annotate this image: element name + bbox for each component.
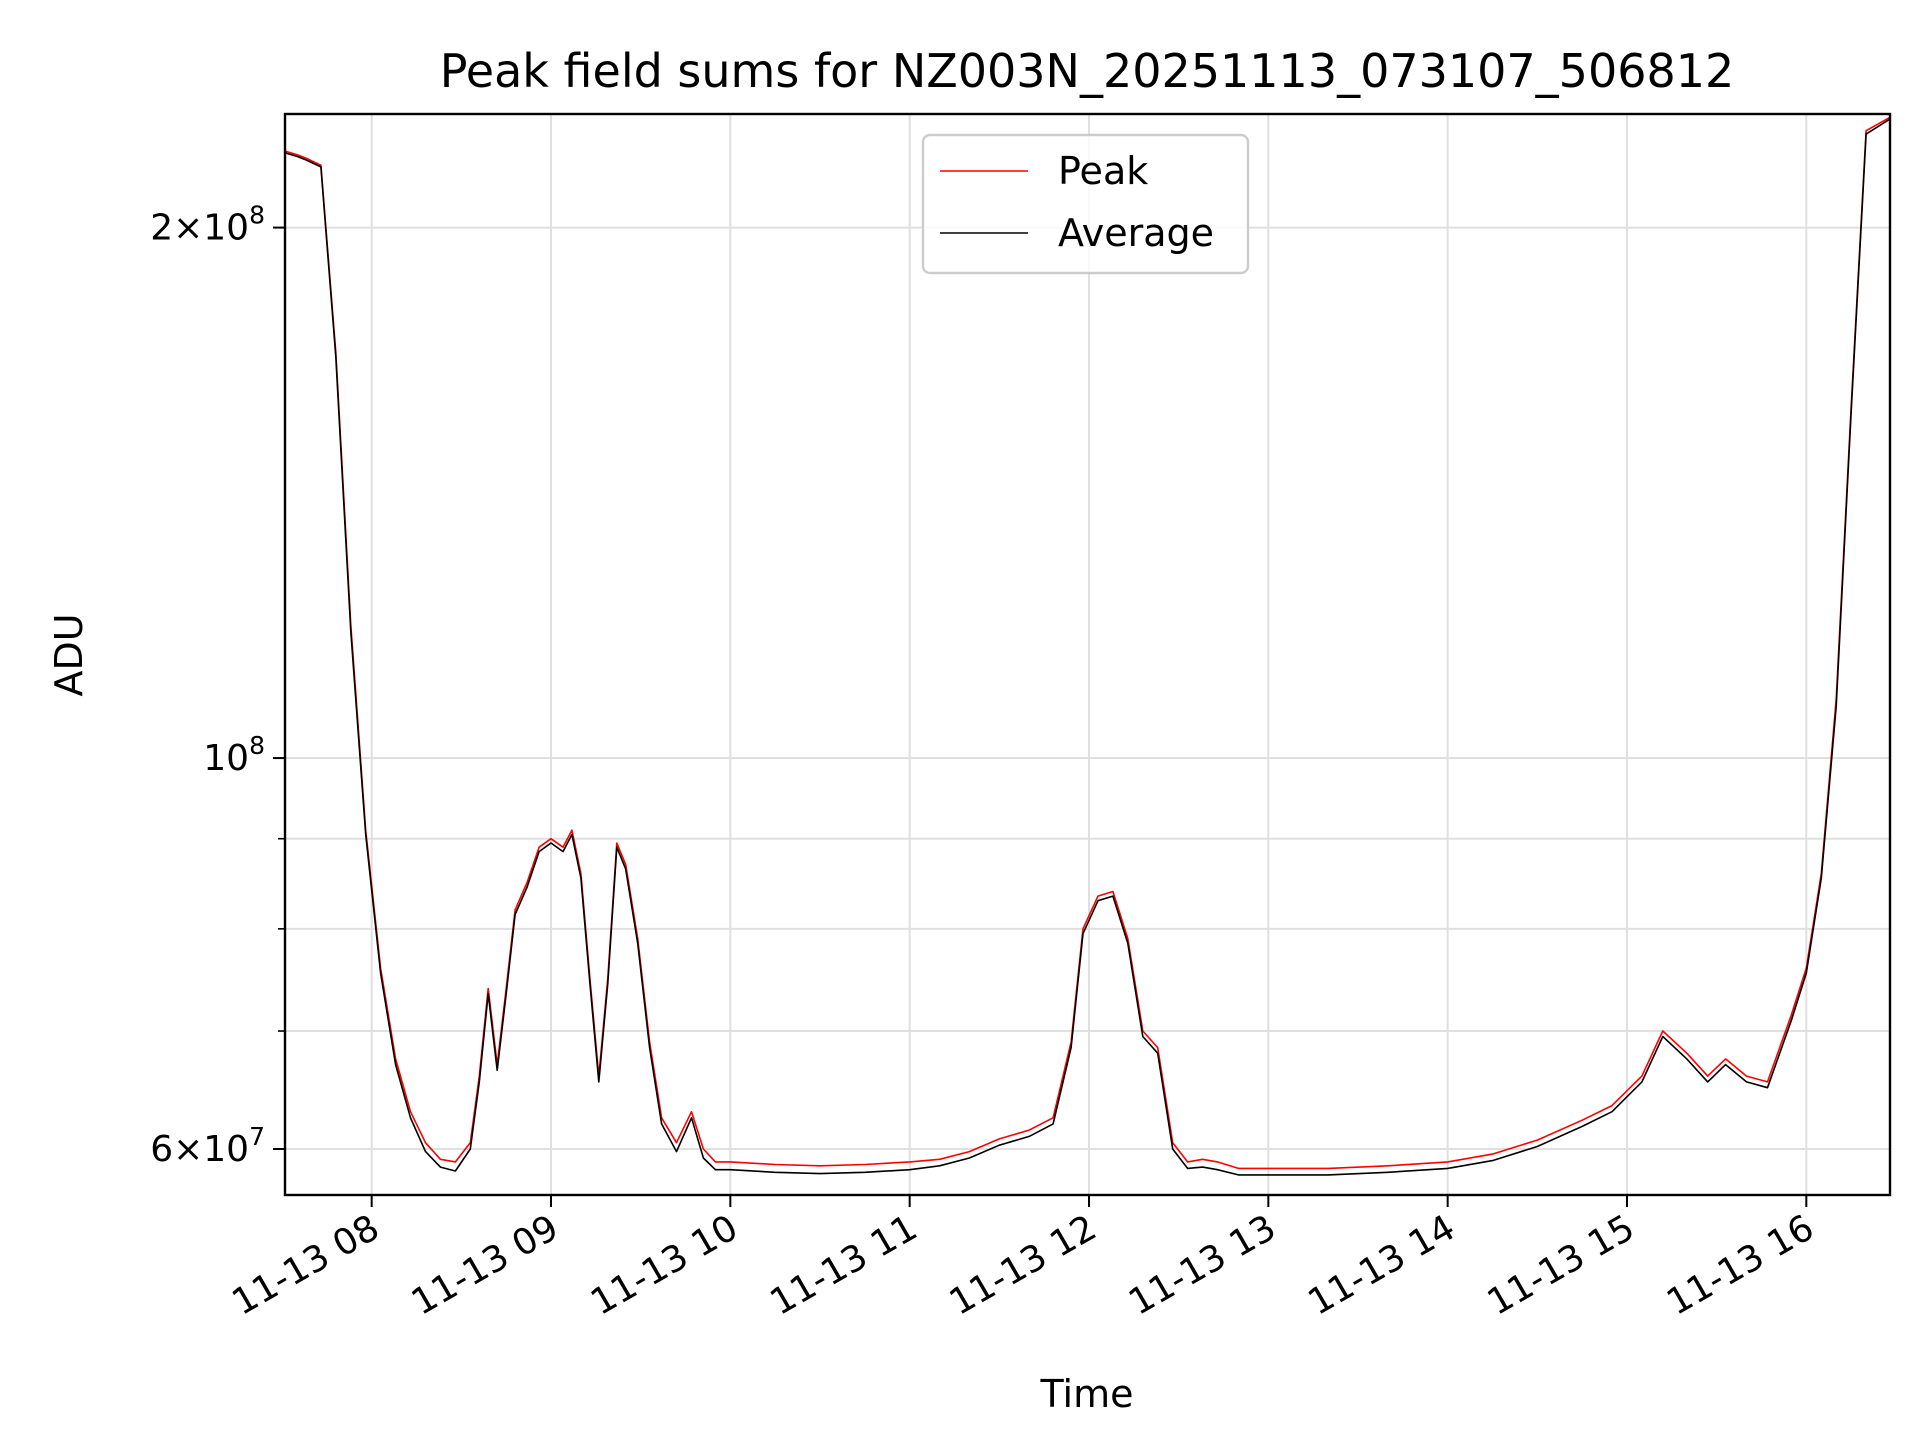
series-layer [284,116,1891,1176]
y-tick-label: 6×107 [150,1122,265,1170]
y-tick-label: 108 [203,731,265,779]
legend-box [921,133,1250,275]
legend-label-average: Average [1058,211,1214,255]
y-axis-label: ADU [47,613,91,696]
legend: Peak Average [921,133,1250,275]
y-tick-label: 2×108 [150,201,265,249]
chart-title: Peak field sums for NZ003N_20251113_0731… [440,44,1735,98]
x-axis-label: Time [1040,1372,1134,1416]
series-line-peak [284,116,1891,1170]
plot-area-frame [283,112,1892,1197]
series-line-average [284,118,1891,1176]
legend-label-peak: Peak [1058,149,1148,193]
